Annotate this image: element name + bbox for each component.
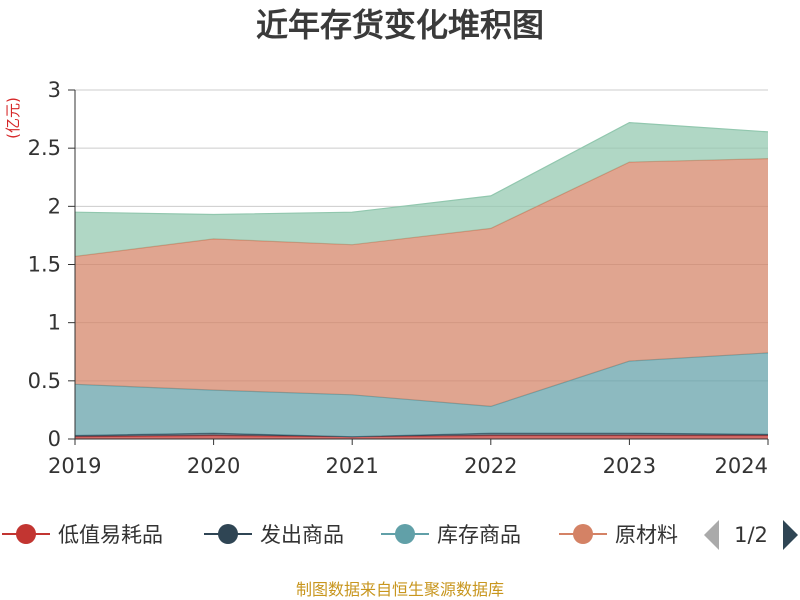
y-tick-label: 3 <box>48 78 61 102</box>
legend-label: 发出商品 <box>260 523 344 547</box>
y-tick-labels: 0 0.5 1 1.5 2 2.5 3 <box>28 78 75 451</box>
area-series-3 <box>75 158 768 407</box>
area-series <box>74 121 769 439</box>
data-source-note: 制图数据来自恒生聚源数据库 <box>296 580 504 599</box>
legend-marker <box>218 524 238 544</box>
x-tick-label: 2020 <box>187 454 240 478</box>
legend-item[interactable]: 发出商品 <box>204 523 344 547</box>
y-tick-label: 1.5 <box>28 253 61 277</box>
series-line-4 <box>74 121 769 216</box>
area-series-2 <box>75 352 768 437</box>
legend-item[interactable]: 原材料 <box>559 523 678 547</box>
legend-marker <box>16 524 36 544</box>
x-tick-label: 2021 <box>325 454 378 478</box>
legend-label: 原材料 <box>615 523 678 547</box>
triangle-right-icon[interactable] <box>783 520 798 550</box>
legend: 低值易耗品 发出商品 库存商品 原材料 <box>2 523 678 547</box>
y-tick-label: 0 <box>48 427 61 451</box>
x-tick-label: 2024 <box>715 454 768 478</box>
x-tick-label: 2022 <box>464 454 517 478</box>
y-tick-label: 2.5 <box>28 136 61 160</box>
legend-item[interactable]: 库存商品 <box>381 523 521 547</box>
legend-label: 低值易耗品 <box>58 523 163 547</box>
x-tick-labels: 2019 2020 2021 2022 2023 2024 <box>48 439 769 478</box>
chart-title: 近年存货变化堆积图 <box>256 6 544 44</box>
legend-marker <box>573 524 593 544</box>
x-tick-label: 2023 <box>603 454 656 478</box>
legend-pager: 1/2 <box>704 520 798 550</box>
y-tick-label: 0.5 <box>28 369 61 393</box>
legend-marker <box>395 524 415 544</box>
triangle-left-icon[interactable] <box>704 520 719 550</box>
y-axis-unit: (亿元) <box>4 97 22 139</box>
y-tick-label: 1 <box>48 311 61 335</box>
y-tick-label: 2 <box>48 194 61 218</box>
area-series-4 <box>75 122 768 257</box>
legend-label: 库存商品 <box>437 523 521 547</box>
legend-page-indicator: 1/2 <box>734 523 768 547</box>
legend-item[interactable]: 低值易耗品 <box>2 523 163 547</box>
x-tick-label: 2019 <box>48 454 101 478</box>
